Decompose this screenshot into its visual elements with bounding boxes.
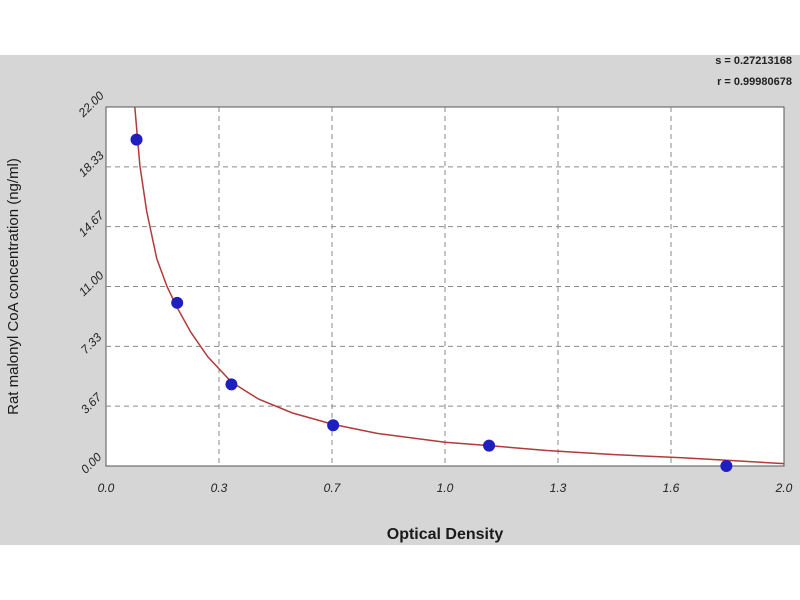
data-point (327, 419, 340, 432)
fit-statistics: s = 0.27213168 r = 0.99980678 (715, 55, 792, 88)
chart-frame: s = 0.27213168 r = 0.99980678 0.0 0.3 0.7 1… (0, 55, 800, 545)
x-tick-label: 1.3 (550, 481, 567, 495)
y-axis-ticks: 0.00 3.67 7.33 11.00 14.67 18.33 22.00 (75, 88, 108, 476)
y-tick-label: 22.00 (75, 88, 107, 120)
y-tick-label: 7.33 (78, 330, 105, 357)
x-tick-label: 0.3 (211, 481, 228, 495)
y-tick-label: 0.00 (78, 450, 105, 477)
stat-r: r = 0.99980678 (717, 76, 792, 88)
data-point (483, 439, 496, 452)
stat-s: s = 0.27213168 (715, 55, 792, 67)
data-point (130, 133, 143, 146)
y-tick-label: 11.00 (76, 268, 107, 299)
y-tick-label: 18.33 (76, 148, 107, 179)
y-tick-label: 3.67 (78, 389, 105, 416)
x-tick-label: 1.0 (437, 481, 454, 495)
x-tick-label: 2.0 (775, 481, 793, 495)
data-point (171, 296, 184, 309)
x-tick-label: 1.6 (663, 481, 680, 495)
x-tick-label: 0.7 (324, 481, 342, 495)
grid-lines (106, 107, 784, 466)
y-tick-label: 14.67 (76, 207, 108, 239)
fit-curve-line (134, 106, 785, 465)
chart-svg: s = 0.27213168 r = 0.99980678 0.0 0.3 0.7 1… (5, 55, 793, 543)
x-tick-label: 0.0 (98, 481, 115, 495)
x-axis-label: Optical Density (387, 526, 504, 543)
data-point (225, 378, 238, 391)
data-points (130, 133, 733, 472)
x-axis-ticks: 0.0 0.3 0.7 1.0 1.3 1.6 2.0 (98, 481, 793, 495)
data-point (720, 460, 733, 472)
y-axis-label: Rat malonyl CoA concentration (ng/ml) (5, 158, 22, 415)
